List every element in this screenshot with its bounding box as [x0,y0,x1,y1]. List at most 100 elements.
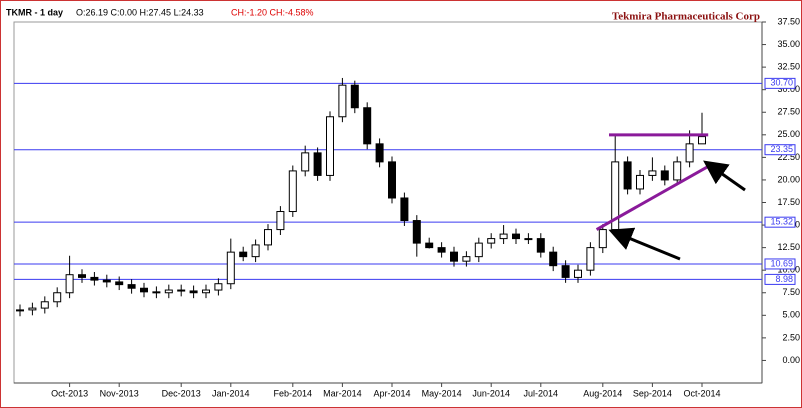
y-tick-label: 12.50 [777,242,800,252]
candle-body [412,220,421,244]
trend-line [595,165,709,231]
y-tick-label: 30.00 [777,84,800,94]
y-tick-label: 25.00 [777,129,800,139]
candle-body [164,289,173,294]
level-label: 8.98 [775,274,793,284]
candle-body [350,84,359,109]
candle-body [214,283,223,291]
candle-body [239,251,248,258]
y-tick-label: 5.00 [782,310,800,320]
candle-body [115,281,124,286]
candle-body [425,242,434,249]
x-tick-label: Dec-2013 [162,388,201,398]
arrow [703,160,746,192]
candle-body [202,289,210,294]
candle-body [189,290,198,294]
y-tick-label: 17.50 [777,197,800,207]
y-tick-label: 20.00 [777,174,800,184]
x-tick-label: May-2014 [422,388,462,398]
level-label-box [764,144,796,156]
y-tick-label: 22.50 [777,152,800,162]
candle-body [487,238,496,244]
candle-body [536,238,545,253]
candle-body [549,251,558,267]
x-tick-label: Jun-2014 [472,388,510,398]
candle-body [586,247,595,271]
candle-body [338,84,347,118]
candle-body [574,269,582,278]
candle-body [40,301,49,309]
candle-body [78,274,86,278]
candle-body [102,279,111,283]
candle-body [474,242,483,258]
header: TKMR - 1 day [6,7,63,17]
ohlc-text: O:26.19 C:0.00 H:27.45 L:24.33 [76,7,204,17]
x-tick-label: Oct-2013 [51,388,88,398]
candle-body [28,307,37,311]
candle-body [698,136,706,145]
candle-body [499,233,508,240]
y-tick-label: 32.50 [777,62,800,72]
y-tick-label: 35.00 [777,39,800,49]
candle-body [400,197,409,222]
candle-body [65,274,74,294]
level-label: 10.69 [770,258,793,268]
x-tick-label: Apr-2014 [373,388,410,398]
x-tick-label: Jan-2014 [212,388,250,398]
candle-body [598,229,607,249]
candle-body [301,152,310,172]
candle-body [53,292,62,303]
x-tick-label: Oct-2014 [683,388,720,398]
y-tick-label: 27.50 [777,107,800,117]
level-label: 30.70 [770,78,793,88]
candle-body [524,238,533,241]
candle-body [90,276,99,281]
x-tick-label: Aug-2014 [583,388,622,398]
y-tick-label: 10.00 [777,265,800,275]
candle-body [288,170,297,213]
candle-body [313,152,322,176]
marks: 0.002.505.007.5010.0012.5015.0017.5020.0… [14,16,800,398]
level-label-box [764,77,796,89]
candle-body [512,233,520,240]
candle-body [127,284,136,289]
candle-body [326,116,334,176]
level-label-box [764,216,796,228]
candle-body [561,265,570,278]
candle-body [16,309,24,312]
candle-body [660,170,669,181]
candle-body [363,107,372,145]
y-tick-label: 2.50 [782,332,800,342]
candle-body [177,289,186,292]
candle-body [251,244,260,258]
level-label: 15.32 [770,217,793,227]
candle-body [388,161,396,199]
y-tick-label: 7.50 [782,287,800,297]
level-label: 23.35 [770,144,793,154]
candle-body [636,174,644,190]
candle-body [648,170,657,176]
x-tick-label: Sep-2014 [633,388,672,398]
candle-body [140,287,148,293]
candle-body [462,256,471,262]
candle-body [623,161,632,190]
candle-body [276,211,285,231]
y-tick-label: 37.50 [777,16,800,26]
level-label-box [764,258,796,270]
x-tick-label: Nov-2013 [100,388,139,398]
candle-body [264,229,272,246]
candle-body [152,291,161,294]
x-tick-label: Feb-2014 [274,388,313,398]
candle-body [685,143,694,163]
candle-body [375,143,384,163]
candle-body [673,161,682,181]
candle-body [226,251,235,285]
level-label-box [764,273,796,285]
y-tick-label: 0.00 [782,355,800,365]
arrow [608,227,681,261]
change-text: CH:-1.20 CH:-4.58% [231,7,314,17]
x-tick-label: Mar-2014 [323,388,362,398]
chart-title: Tekmira Pharmaceuticals Corp [612,11,760,23]
x-tick-label: Jul-2014 [524,388,559,398]
